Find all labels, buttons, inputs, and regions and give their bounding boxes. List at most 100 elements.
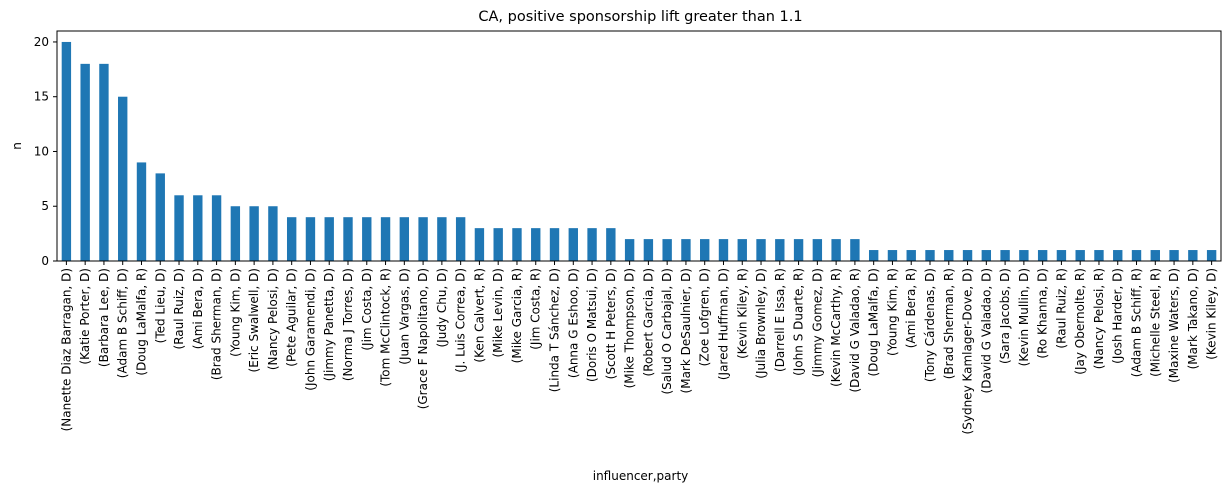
y-tick-label: 20 bbox=[34, 35, 49, 49]
bar bbox=[906, 250, 916, 261]
x-tick-label: (Mark Takano, D) bbox=[1186, 268, 1200, 369]
y-tick-label: 0 bbox=[41, 254, 49, 268]
bar bbox=[868, 250, 879, 261]
x-tick-label: (Jared Huffman, D) bbox=[716, 268, 730, 380]
x-tick-label: (Adam B Schiff, D) bbox=[116, 268, 130, 378]
bar bbox=[737, 239, 747, 261]
bar bbox=[286, 217, 297, 261]
x-tick-label: (Doug LaMalfa, R) bbox=[134, 268, 148, 376]
bar bbox=[155, 173, 165, 261]
x-tick-label: (Young Kim, D) bbox=[228, 268, 242, 357]
x-tick-label: (Nancy Pelosi, R) bbox=[1092, 268, 1106, 369]
plot-frame bbox=[56, 30, 1222, 262]
bar bbox=[399, 217, 410, 261]
bar bbox=[1206, 250, 1217, 261]
bar bbox=[531, 228, 541, 261]
x-tick-label: (Raul Ruiz, R) bbox=[1054, 268, 1068, 349]
x-tick-label: (Sara Jacobs, D) bbox=[998, 268, 1012, 364]
bar bbox=[1056, 250, 1067, 261]
bar bbox=[981, 250, 992, 261]
x-tick-label: (Mike Thompson, D) bbox=[623, 268, 637, 388]
x-tick-label: (Raul Ruiz, D) bbox=[172, 268, 186, 349]
bar bbox=[1000, 250, 1010, 261]
x-tick-label: (Barbara Lee, D) bbox=[97, 268, 111, 367]
bar bbox=[850, 239, 860, 261]
bar bbox=[681, 239, 691, 261]
x-tick-label: (Brad Sherman, D) bbox=[210, 268, 224, 380]
x-tick-label: (Josh Harder, D) bbox=[1111, 268, 1125, 364]
x-tick-label: (Katie Porter, D) bbox=[78, 268, 92, 365]
x-tick-label: (Darrell E Issa, R) bbox=[773, 268, 787, 372]
x-tick-label: (Jim Costa, R) bbox=[529, 268, 543, 350]
bar bbox=[793, 239, 804, 261]
bar bbox=[193, 195, 203, 261]
x-tick-label: (David G Valadao, D) bbox=[979, 268, 993, 393]
x-tick-label: (Nancy Pelosi, D) bbox=[266, 268, 280, 370]
bar bbox=[1131, 250, 1142, 261]
y-axis-ticks: 0 5 10 15 20 bbox=[34, 35, 57, 268]
bar bbox=[944, 250, 954, 261]
y-tick-label: 5 bbox=[41, 199, 49, 213]
x-tick-label: (Doug LaMalfa, D) bbox=[867, 268, 881, 377]
bar bbox=[1188, 250, 1198, 261]
x-axis-label: influencer,party bbox=[593, 469, 689, 483]
bar bbox=[268, 206, 278, 261]
x-tick-label: (David G Valadao, R) bbox=[848, 268, 862, 393]
bar bbox=[437, 217, 447, 261]
bar bbox=[643, 239, 654, 261]
bar bbox=[99, 63, 109, 261]
x-tick-label: (Nanette Diaz Barragan, D) bbox=[59, 268, 73, 431]
bar bbox=[174, 195, 184, 261]
bar bbox=[1019, 250, 1029, 261]
bar bbox=[662, 239, 672, 261]
bar bbox=[493, 228, 503, 261]
bar bbox=[568, 228, 578, 261]
x-tick-label: (Ken Calvert, R) bbox=[472, 268, 486, 363]
bar bbox=[211, 195, 222, 261]
bar bbox=[380, 217, 391, 261]
x-tick-label: (Mark DeSaulnier, D) bbox=[679, 268, 693, 393]
bar bbox=[756, 239, 766, 261]
x-tick-label: (Jim Costa, D) bbox=[360, 268, 374, 351]
x-tick-label: (Sydney Kamlager-Dove, D) bbox=[961, 268, 975, 434]
x-tick-label: (Maxine Waters, D) bbox=[1167, 268, 1181, 383]
bar bbox=[305, 217, 316, 261]
x-tick-label: (Norma J Torres, D) bbox=[341, 268, 355, 381]
x-tick-label: (Ami Bera, R) bbox=[904, 268, 918, 348]
bar bbox=[249, 206, 259, 261]
bar bbox=[324, 217, 334, 261]
bar bbox=[512, 228, 522, 261]
x-tick-label: (Tom McClintock, R) bbox=[379, 268, 393, 387]
bar bbox=[418, 217, 428, 261]
bar bbox=[718, 239, 729, 261]
x-tick-label: (John Garamendi, D) bbox=[303, 268, 317, 391]
bar bbox=[925, 250, 935, 261]
chart-title: CA, positive sponsorship lift greater th… bbox=[478, 9, 802, 25]
x-tick-label: (Kevin Kiley, D) bbox=[1205, 268, 1219, 360]
x-tick-label: (Juan Vargas, D) bbox=[397, 268, 411, 365]
x-tick-label: (Robert Garcia, D) bbox=[641, 268, 655, 376]
x-tick-label: (Ro Khanna, D) bbox=[1036, 268, 1050, 359]
x-tick-label: (Tony Cárdenas, D) bbox=[923, 268, 937, 382]
x-tick-label: (Jimmy Panetta, D) bbox=[322, 268, 336, 381]
x-axis-ticks: (Nanette Diaz Barragan, D) (Katie Porter,… bbox=[59, 261, 1219, 434]
bar bbox=[118, 96, 128, 261]
bar bbox=[775, 239, 785, 261]
x-tick-label: (J. Luis Correa, D) bbox=[454, 268, 468, 373]
bar bbox=[831, 239, 841, 261]
x-tick-label: (Brad Sherman, R) bbox=[942, 268, 956, 379]
bar bbox=[61, 41, 72, 262]
x-tick-label: (John S Duarte, R) bbox=[792, 268, 806, 376]
bar bbox=[962, 250, 973, 261]
bar bbox=[1075, 250, 1085, 261]
bar bbox=[80, 63, 90, 261]
x-tick-label: (Zoe Lofgren, D) bbox=[698, 268, 712, 366]
bar bbox=[362, 217, 372, 261]
x-tick-label: (Kevin Kiley, R) bbox=[735, 268, 749, 359]
x-tick-label: (Ami Bera, D) bbox=[191, 268, 205, 349]
x-tick-label: (Mike Levin, D) bbox=[491, 268, 505, 358]
x-tick-label: (Ted Lieu, D) bbox=[153, 268, 167, 343]
bar bbox=[624, 239, 635, 261]
y-tick-label: 10 bbox=[34, 144, 49, 158]
